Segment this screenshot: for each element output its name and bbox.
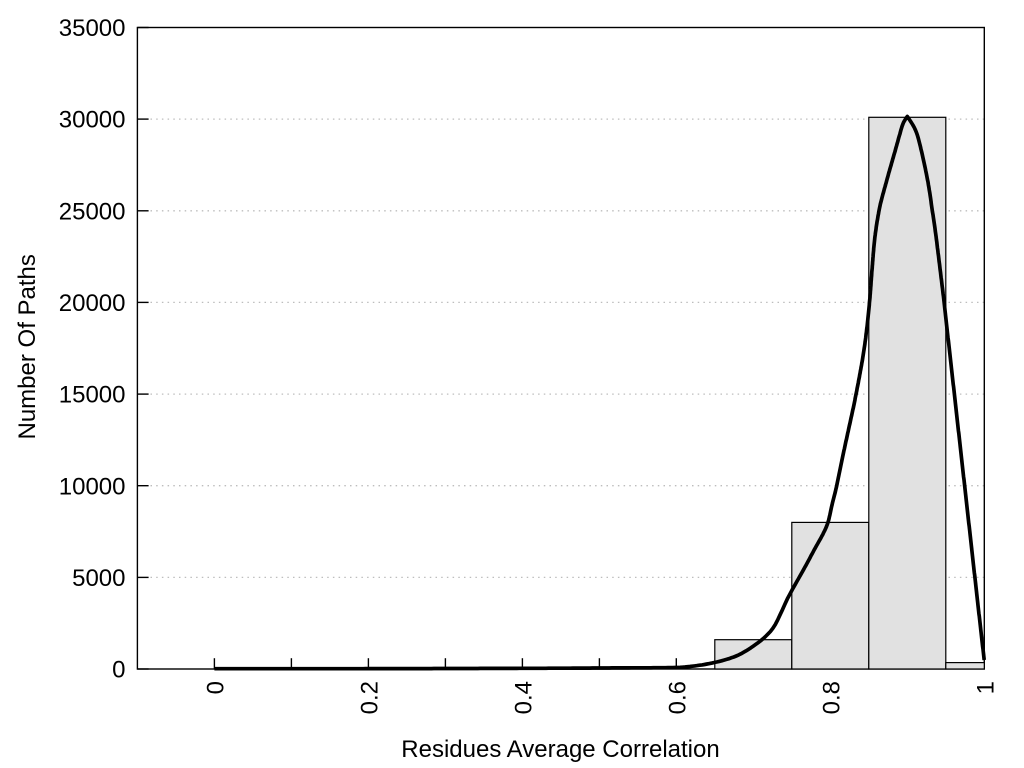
- svg-text:15000: 15000: [59, 382, 126, 409]
- svg-text:0.8: 0.8: [818, 681, 845, 714]
- svg-text:0: 0: [203, 681, 230, 694]
- svg-text:20000: 20000: [59, 290, 126, 317]
- svg-text:35000: 35000: [59, 15, 126, 42]
- svg-text:0.2: 0.2: [357, 681, 384, 714]
- svg-text:25000: 25000: [59, 198, 126, 225]
- svg-text:30000: 30000: [59, 107, 126, 134]
- svg-text:0.6: 0.6: [664, 681, 691, 714]
- svg-text:0.4: 0.4: [511, 681, 538, 714]
- svg-text:5000: 5000: [72, 565, 125, 592]
- svg-text:0: 0: [112, 657, 125, 684]
- svg-text:1: 1: [972, 681, 999, 694]
- svg-text:10000: 10000: [59, 473, 126, 500]
- svg-text:Number Of Paths: Number Of Paths: [14, 254, 41, 439]
- svg-text:Residues Average Correlation: Residues Average Correlation: [401, 736, 719, 763]
